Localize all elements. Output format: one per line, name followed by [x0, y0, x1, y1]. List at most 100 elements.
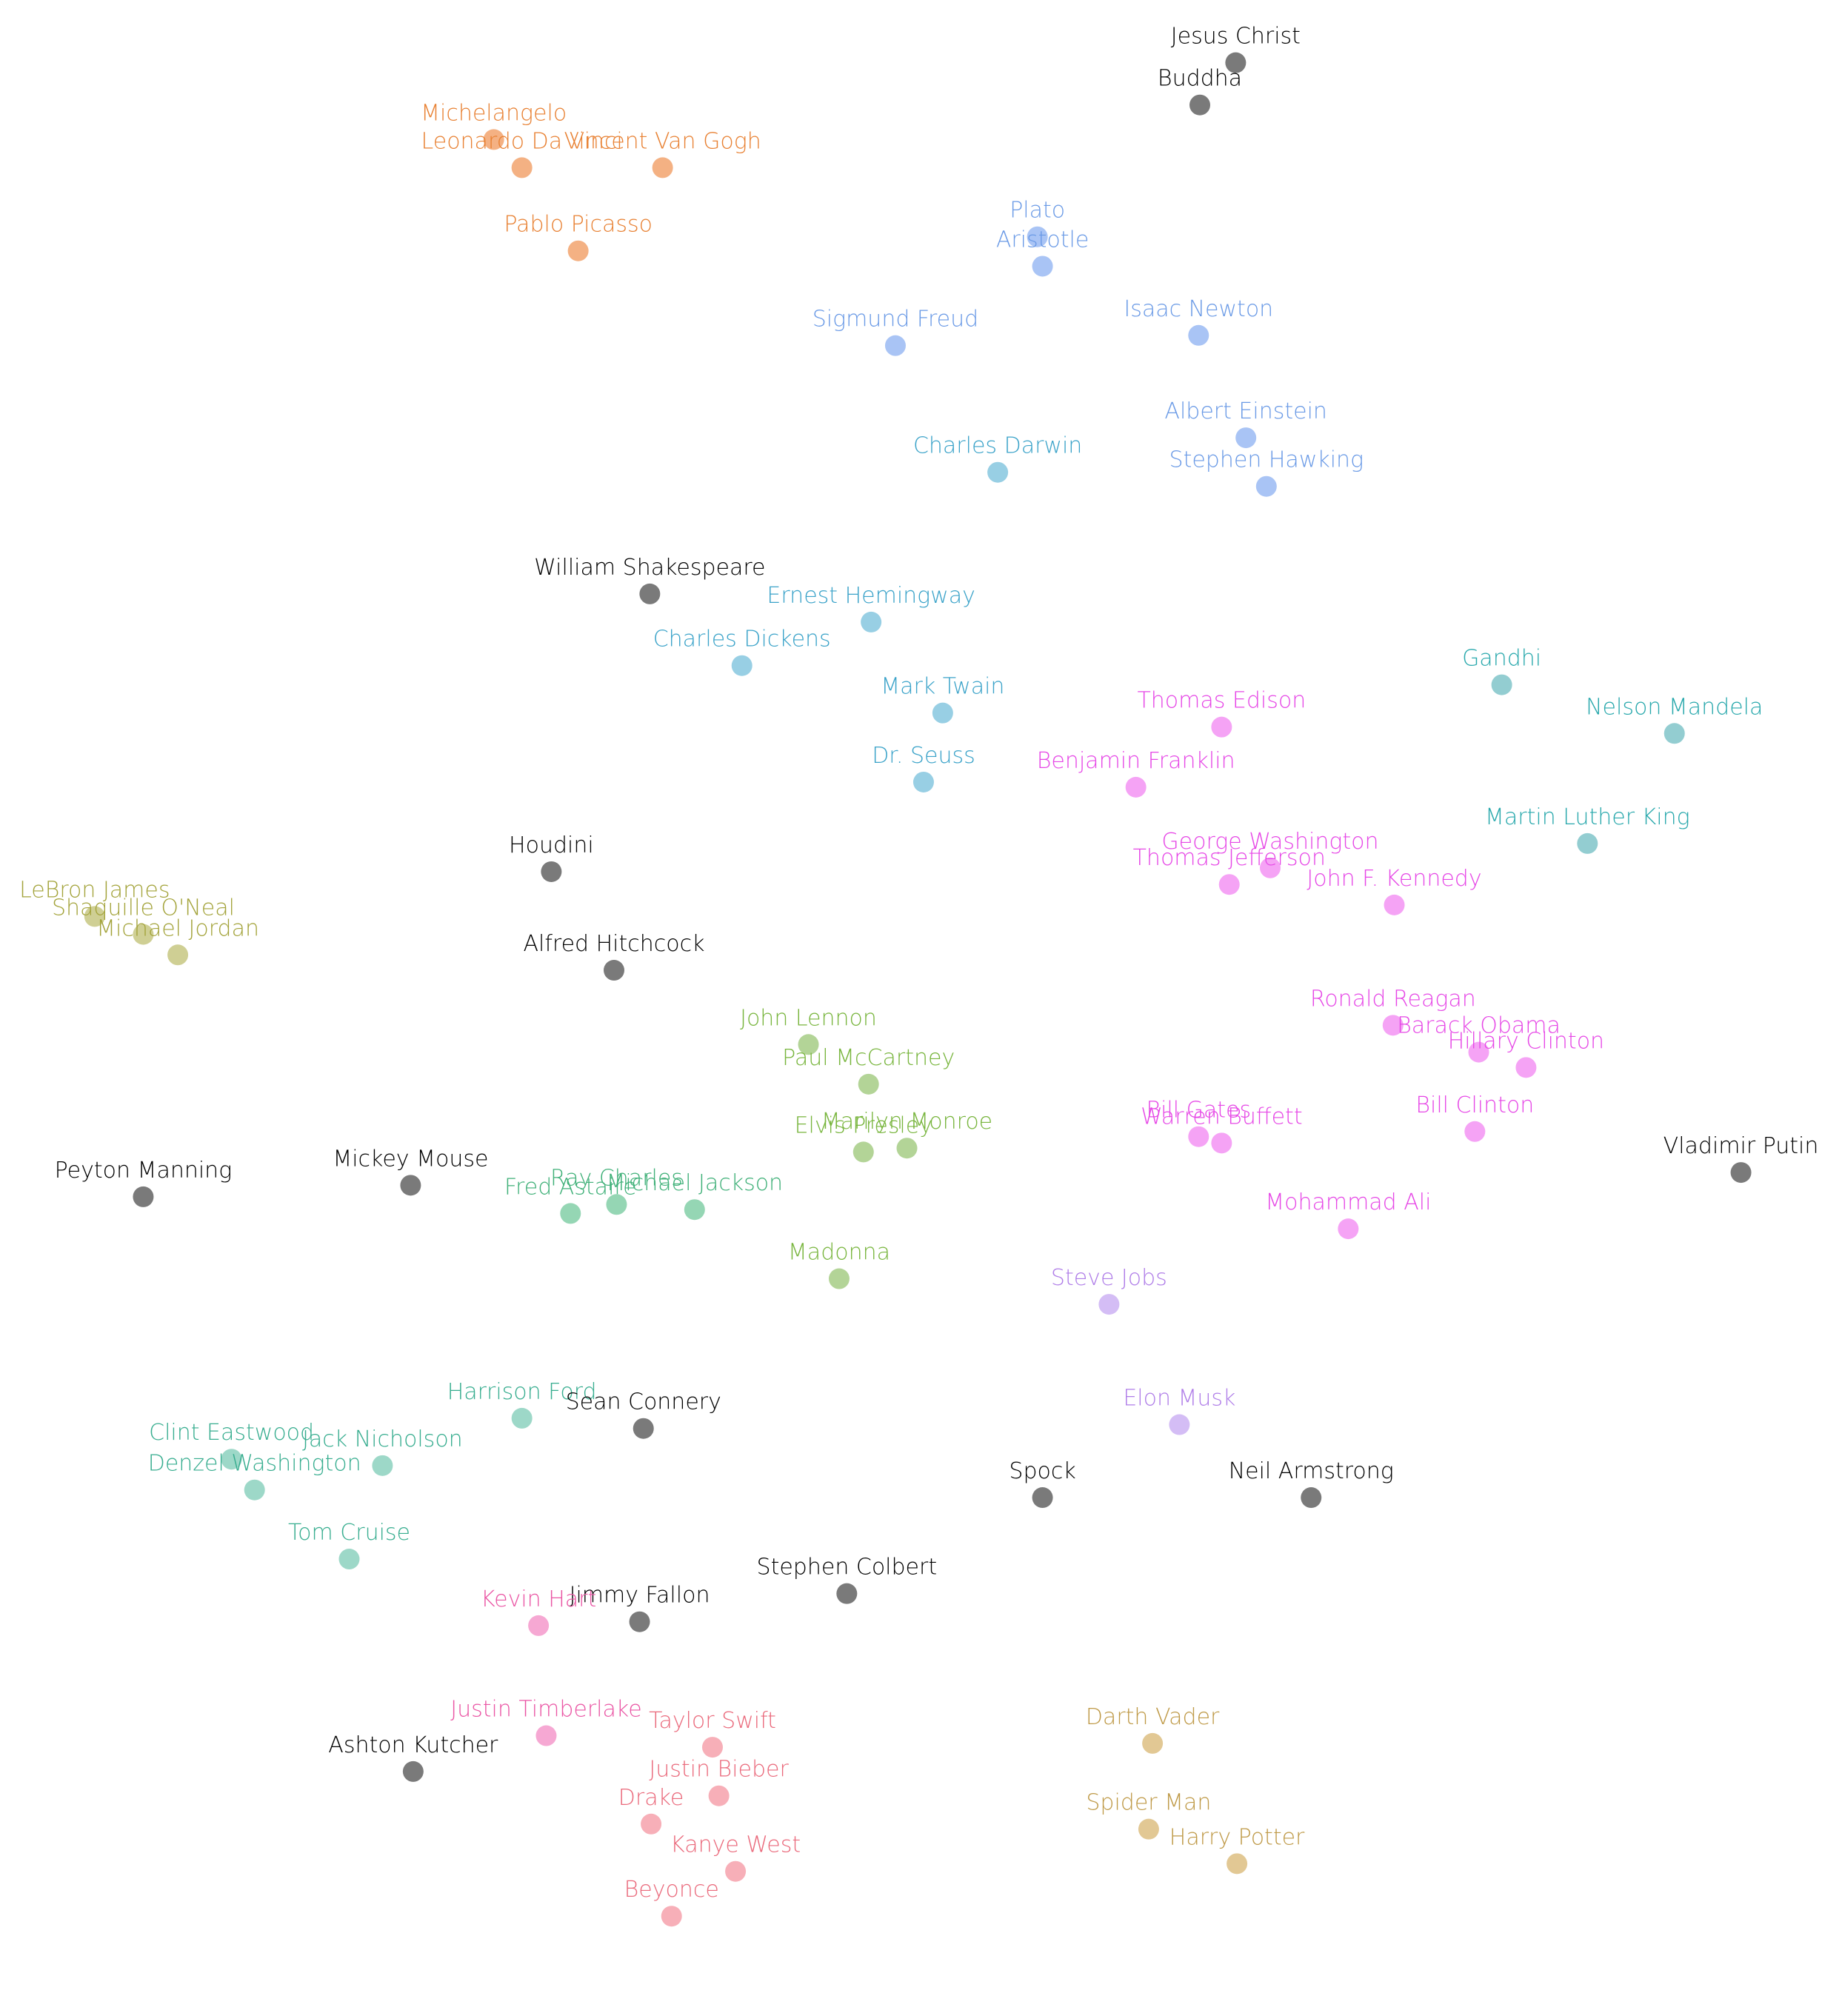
- point-hillary-clinton: [1515, 1057, 1537, 1078]
- point-label-paul-mccartney: Paul McCartney: [782, 1045, 955, 1071]
- point-sean-connery: [633, 1418, 654, 1439]
- point-harrison-ford: [511, 1407, 533, 1429]
- point-gandhi: [1491, 674, 1512, 695]
- point-label-stephen-hawking: Stephen Hawking: [1169, 447, 1364, 473]
- point-label-stephen-colbert: Stephen Colbert: [757, 1555, 938, 1581]
- point-label-isaac-newton: Isaac Newton: [1124, 296, 1273, 322]
- point-label-harry-potter: Harry Potter: [1169, 1824, 1305, 1850]
- point-barack-obama: [1468, 1041, 1489, 1063]
- point-justin-timberlake: [535, 1725, 557, 1746]
- point-label-jesus-christ: Jesus Christ: [1171, 24, 1301, 50]
- point-ashton-kutcher: [402, 1760, 424, 1782]
- point-label-peyton-manning: Peyton Manning: [55, 1158, 233, 1184]
- point-kevin-hart: [528, 1615, 550, 1636]
- point-label-bill-gates: Bill Gates: [1146, 1098, 1251, 1124]
- point-label-madonna: Madonna: [788, 1240, 890, 1266]
- point-label-thomas-edison: Thomas Edison: [1137, 688, 1306, 714]
- point-label-bill-clinton: Bill Clinton: [1415, 1092, 1534, 1118]
- point-mohammad-ali: [1338, 1218, 1359, 1240]
- point-label-jimmy-fallon: Jimmy Fallon: [570, 1583, 710, 1609]
- point-jimmy-fallon: [629, 1611, 650, 1632]
- point-buddha: [1189, 94, 1211, 116]
- point-kanye-west: [725, 1860, 747, 1882]
- point-jack-nicholson: [372, 1455, 393, 1476]
- point-label-benjamin-franklin: Benjamin Franklin: [1037, 748, 1235, 774]
- point-label-michael-jordan: Michael Jordan: [96, 915, 259, 941]
- point-george-washington: [1259, 857, 1281, 878]
- point-warren-buffett: [1211, 1132, 1232, 1154]
- point-label-mohammad-ali: Mohammad Ali: [1265, 1189, 1431, 1215]
- point-label-hillary-clinton: Hillary Clinton: [1448, 1028, 1604, 1054]
- point-label-vladimir-putin: Vladimir Putin: [1664, 1133, 1819, 1159]
- point-label-martin-luther-king: Martin Luther King: [1485, 804, 1690, 830]
- point-label-steve-jobs: Steve Jobs: [1051, 1265, 1167, 1291]
- point-label-leonardo-da-vinci: Leonardo Da Vinci: [421, 128, 623, 154]
- point-bill-clinton: [1464, 1121, 1486, 1142]
- point-label-houdini: Houdini: [509, 832, 594, 858]
- point-label-sean-connery: Sean Connery: [566, 1389, 721, 1415]
- point-aristotle: [1032, 256, 1053, 277]
- point-drake: [641, 1813, 662, 1835]
- point-label-john-lennon: John Lennon: [740, 1005, 877, 1031]
- point-madonna: [828, 1268, 850, 1289]
- point-label-gandhi: Gandhi: [1462, 646, 1541, 672]
- point-taylor-swift: [701, 1737, 723, 1758]
- point-charles-dickens: [731, 655, 753, 676]
- point-bill-gates: [1188, 1126, 1209, 1147]
- point-william-shakespeare: [639, 583, 661, 604]
- point-label-plato: Plato: [1010, 198, 1065, 224]
- point-label-neil-armstrong: Neil Armstrong: [1229, 1458, 1394, 1484]
- point-justin-bieber: [708, 1785, 730, 1806]
- point-clint-eastwood: [221, 1449, 242, 1470]
- point-peyton-manning: [133, 1186, 154, 1207]
- point-ray-charles: [606, 1194, 627, 1215]
- point-mickey-mouse: [400, 1175, 421, 1196]
- point-label-mark-twain: Mark Twain: [881, 674, 1004, 700]
- point-label-taylor-swift: Taylor Swift: [649, 1708, 776, 1734]
- point-label-ronald-reagan: Ronald Reagan: [1310, 986, 1476, 1012]
- point-michael-jackson: [684, 1199, 705, 1221]
- point-label-tom-cruise: Tom Cruise: [288, 1520, 410, 1546]
- point-label-pablo-picasso: Pablo Picasso: [504, 212, 653, 238]
- point-label-michelangelo: Michelangelo: [421, 100, 567, 126]
- point-label-charles-dickens: Charles Dickens: [653, 627, 831, 652]
- point-marilyn-monroe: [896, 1138, 918, 1159]
- point-label-lebron-james: LeBron James: [19, 877, 170, 903]
- point-label-darth-vader: Darth Vader: [1086, 1704, 1220, 1730]
- point-label-kevin-hart: Kevin Hart: [481, 1586, 596, 1612]
- point-label-marilyn-monroe: Marilyn Monroe: [821, 1109, 992, 1135]
- point-label-albert-einstein: Albert Einstein: [1164, 398, 1327, 424]
- point-label-dr-seuss: Dr. Seuss: [872, 743, 975, 769]
- point-stephen-hawking: [1255, 475, 1277, 497]
- point-label-george-washington: George Washington: [1161, 829, 1378, 855]
- point-isaac-newton: [1188, 324, 1209, 346]
- point-houdini: [541, 861, 562, 882]
- point-ronald-reagan: [1382, 1015, 1404, 1036]
- point-lebron-james: [84, 906, 105, 927]
- point-label-drake: Drake: [618, 1785, 684, 1811]
- point-label-ashton-kutcher: Ashton Kutcher: [328, 1732, 498, 1758]
- point-label-nelson-mandela: Nelson Mandela: [1586, 694, 1763, 720]
- point-label-justin-bieber: Justin Bieber: [649, 1757, 789, 1783]
- point-label-elon-musk: Elon Musk: [1123, 1386, 1235, 1412]
- point-plato: [1027, 226, 1048, 247]
- point-benjamin-franklin: [1125, 776, 1147, 798]
- point-beyonce: [661, 1906, 682, 1927]
- point-stephen-colbert: [836, 1583, 858, 1604]
- point-label-buddha: Buddha: [1158, 66, 1242, 92]
- point-albert-einstein: [1235, 427, 1257, 449]
- point-john-lennon: [798, 1034, 819, 1055]
- point-label-spock: Spock: [1009, 1458, 1075, 1484]
- point-vladimir-putin: [1730, 1162, 1752, 1184]
- point-michael-jordan: [167, 944, 189, 966]
- point-label-jack-nicholson: Jack Nicholson: [302, 1426, 463, 1452]
- point-tom-cruise: [338, 1549, 360, 1570]
- point-neil-armstrong: [1301, 1487, 1322, 1509]
- point-elvis-presley: [852, 1141, 874, 1163]
- point-label-spider-man: Spider Man: [1086, 1790, 1211, 1816]
- point-label-thomas-jefferson: Thomas Jefferson: [1133, 845, 1326, 871]
- point-label-charles-darwin: Charles Darwin: [913, 433, 1082, 459]
- point-dr-seuss: [912, 771, 934, 792]
